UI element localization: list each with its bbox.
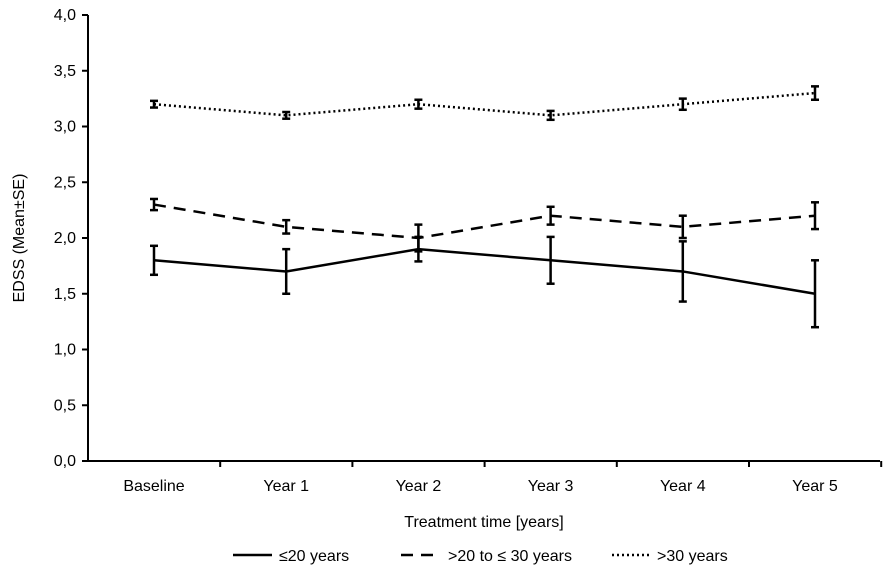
error-bar bbox=[414, 223, 423, 253]
legend-item: ≤20 years bbox=[233, 548, 349, 565]
error-bar bbox=[150, 99, 158, 109]
error-bar bbox=[678, 240, 687, 303]
y-tick-label: 0,0 bbox=[54, 453, 76, 470]
series-layer bbox=[150, 85, 819, 329]
series-line bbox=[153, 247, 816, 295]
x-axis-title: Treatment time [years] bbox=[404, 514, 563, 531]
y-tick-label: 3,5 bbox=[54, 63, 76, 80]
series-line bbox=[153, 203, 816, 240]
y-tick-label: 2,0 bbox=[54, 230, 76, 247]
x-tick-label: Year 2 bbox=[396, 478, 442, 495]
series-0 bbox=[150, 235, 819, 329]
y-tick-label: 3,0 bbox=[54, 119, 76, 136]
x-tick-label: Year 4 bbox=[660, 478, 706, 495]
y-ticks: 0,0 0,5 1,0 1,5 2,0 2,5 3,0 3,5 4,0 bbox=[54, 7, 88, 470]
y-tick-label: 2,5 bbox=[54, 174, 76, 191]
error-bar bbox=[546, 109, 555, 122]
y-tick-label: 1,0 bbox=[54, 342, 76, 359]
error-bar bbox=[546, 235, 555, 285]
y-axis-title: EDSS (Mean±SE) bbox=[11, 174, 28, 303]
legend-item: >20 to ≤ 30 years bbox=[401, 548, 572, 565]
y-tick-label: 1,5 bbox=[54, 286, 76, 303]
series-1 bbox=[150, 197, 819, 253]
y-tick-label: 4,0 bbox=[54, 7, 76, 24]
x-tick-label: Year 3 bbox=[528, 478, 574, 495]
error-bar bbox=[546, 205, 555, 226]
legend-label: >20 to ≤ 30 years bbox=[448, 548, 572, 565]
error-bar bbox=[811, 259, 819, 329]
y-tick-label: 0,5 bbox=[54, 397, 76, 414]
x-ticks: Baseline Year 1 Year 2 Year 3 Year 4 Year 5 bbox=[123, 461, 883, 495]
error-bar bbox=[282, 247, 291, 295]
legend: ≤20 years >20 to ≤ 30 years >30 years bbox=[233, 548, 728, 565]
axes bbox=[87, 15, 880, 462]
x-tick-label: Year 1 bbox=[263, 478, 309, 495]
legend-label: ≤20 years bbox=[279, 548, 349, 565]
legend-item: >30 years bbox=[612, 548, 728, 565]
series-2 bbox=[150, 85, 819, 122]
error-bar bbox=[150, 244, 158, 277]
error-bar bbox=[811, 201, 819, 231]
error-bar bbox=[282, 110, 291, 120]
legend-label: >30 years bbox=[657, 548, 728, 565]
error-bar bbox=[150, 197, 158, 212]
series-line bbox=[153, 91, 816, 117]
error-bar bbox=[282, 218, 291, 235]
error-bar bbox=[678, 214, 687, 240]
error-bar bbox=[678, 97, 687, 112]
x-tick-label: Baseline bbox=[123, 478, 184, 495]
error-bar bbox=[414, 98, 423, 110]
x-tick-label: Year 5 bbox=[792, 478, 838, 495]
error-bar bbox=[811, 85, 819, 101]
